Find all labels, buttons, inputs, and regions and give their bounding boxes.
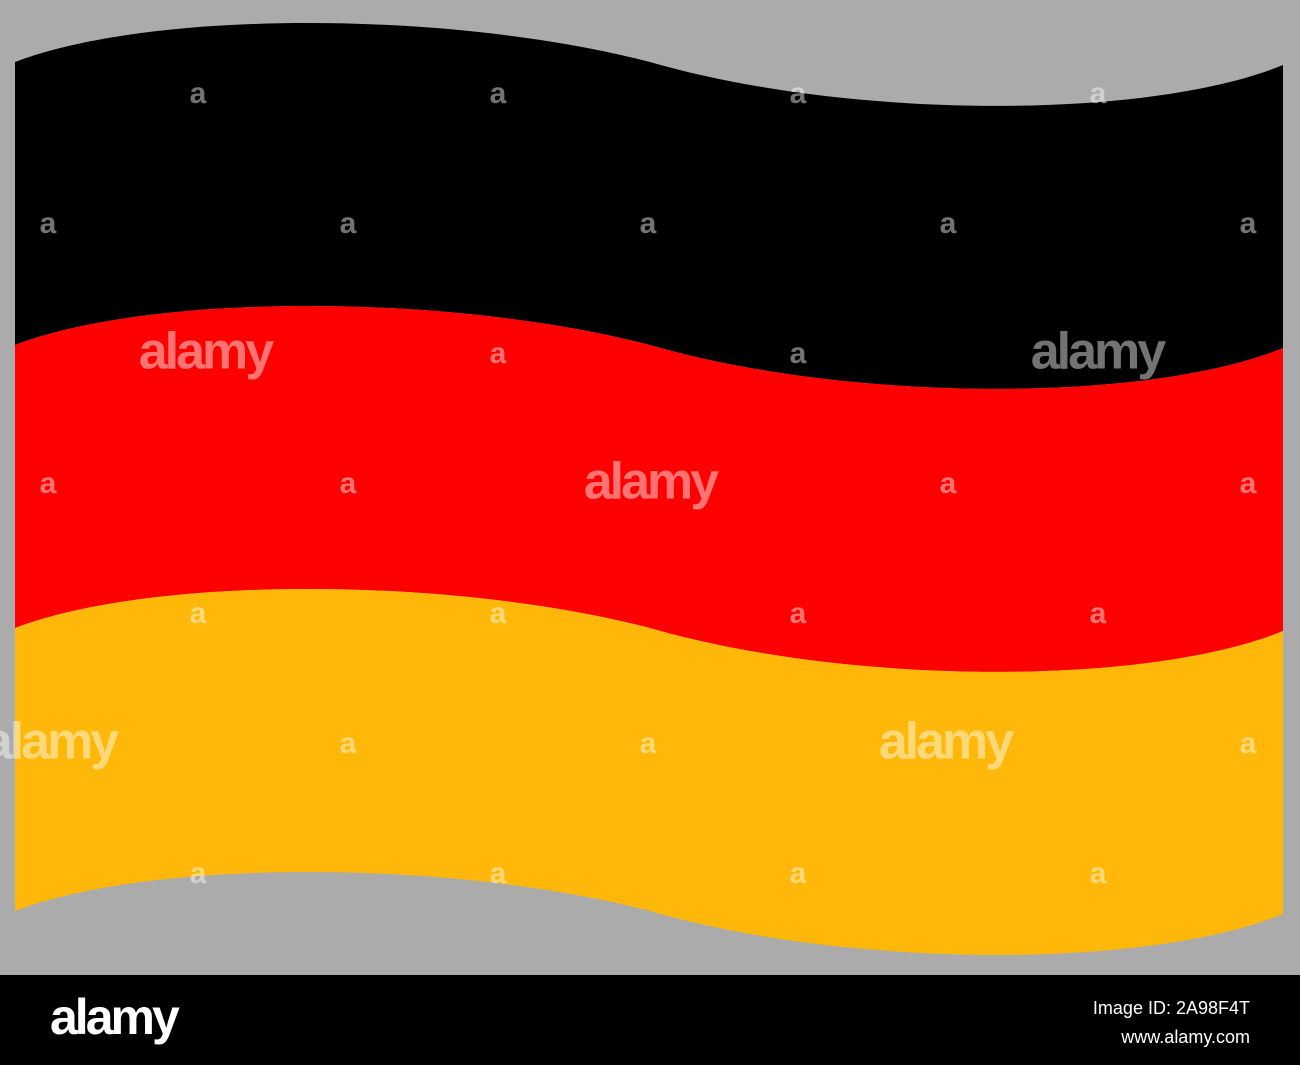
watermark-word: alamy (584, 453, 720, 511)
watermark-mark: a (790, 77, 807, 110)
watermark-word: alamy (879, 713, 1015, 771)
watermark-mark: a (190, 857, 207, 890)
stripe-red (15, 306, 1283, 672)
watermark-mark: a (340, 467, 357, 500)
footer-logo: alamy (50, 989, 180, 1045)
watermark-mark: a (640, 207, 657, 240)
watermark-mark: a (1240, 207, 1257, 240)
watermarks: a a a a a a a a a a a alamy alamy a a a a alamy a a a a a a a ala… (0, 77, 1257, 890)
watermark-mark: a (190, 77, 207, 110)
watermark-mark: a (790, 857, 807, 890)
image-id: Image ID: 2A98F4T (1093, 998, 1250, 1018)
stripe-black (15, 23, 1283, 389)
footer-bar (0, 975, 1300, 1065)
watermark-mark: a (40, 207, 57, 240)
watermark-word: alamy (139, 323, 275, 381)
watermark-mark: a (940, 467, 957, 500)
watermark-mark: a (790, 337, 807, 370)
watermark-mark: a (640, 727, 657, 760)
site-url: www.alamy.com (1120, 1027, 1250, 1047)
watermark-mark: a (340, 727, 357, 760)
watermark-mark: a (490, 857, 507, 890)
watermark-mark: a (190, 597, 207, 630)
watermark-mark: a (1090, 597, 1107, 630)
watermark-mark: a (1090, 857, 1107, 890)
watermark-mark: a (490, 337, 507, 370)
watermark-word: alamy (1031, 323, 1167, 381)
watermark-mark: a (1240, 467, 1257, 500)
watermark-mark: a (790, 597, 807, 630)
watermark-mark: a (1090, 77, 1107, 110)
watermark-mark: a (340, 207, 357, 240)
flag (15, 23, 1283, 955)
watermark-mark: a (940, 207, 957, 240)
watermark-mark: a (1240, 727, 1257, 760)
stripe-gold (15, 589, 1283, 955)
watermark-mark: a (490, 597, 507, 630)
watermark-mark: a (40, 467, 57, 500)
watermark-mark: a (490, 77, 507, 110)
watermark-word: alamy (0, 713, 119, 771)
